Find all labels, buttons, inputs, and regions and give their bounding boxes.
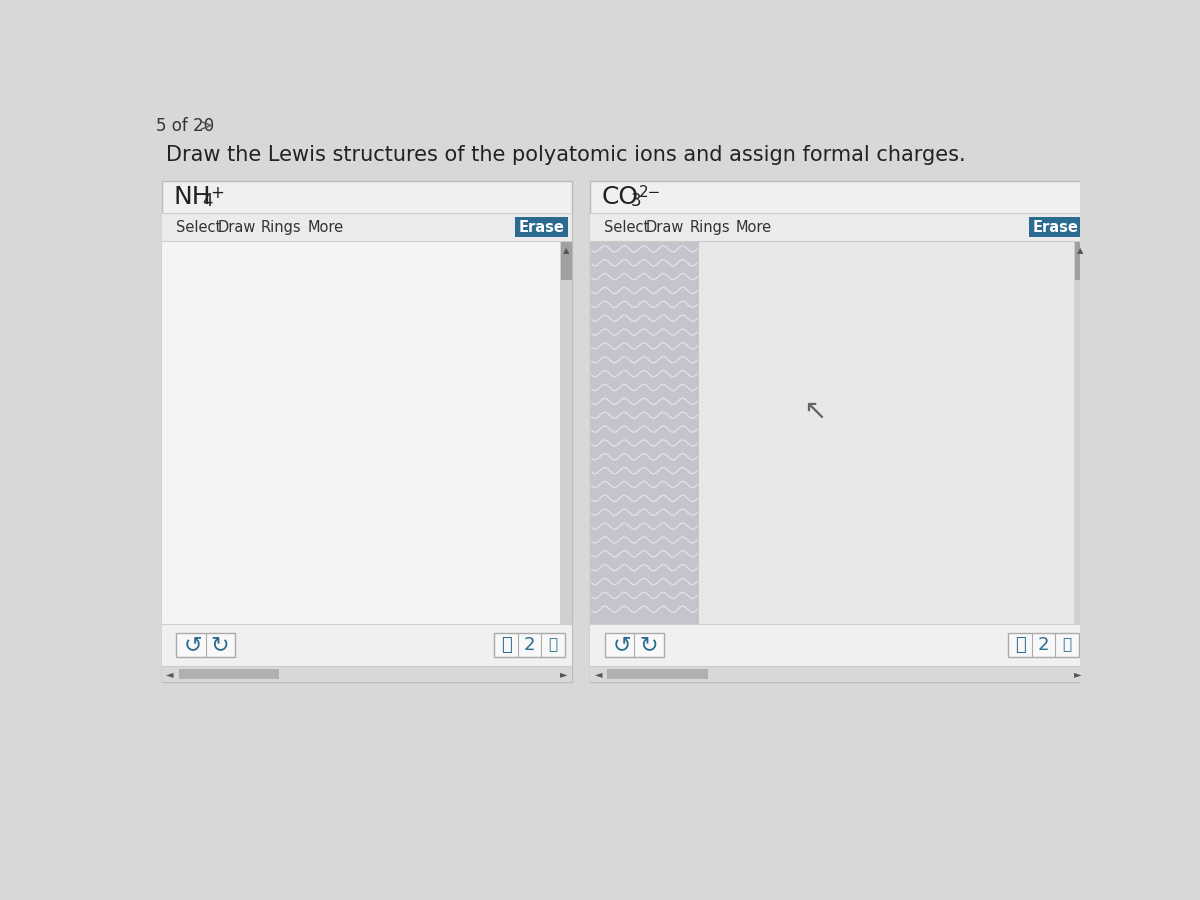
FancyBboxPatch shape	[590, 666, 1086, 681]
FancyBboxPatch shape	[1074, 242, 1086, 281]
FancyBboxPatch shape	[590, 213, 1086, 241]
Text: More: More	[736, 220, 772, 235]
Text: Rings: Rings	[689, 220, 730, 235]
Text: Rings: Rings	[260, 220, 301, 235]
Text: ◄: ◄	[167, 669, 174, 679]
Text: ►: ►	[1074, 669, 1081, 679]
Text: Erase: Erase	[1032, 220, 1078, 235]
FancyBboxPatch shape	[515, 217, 568, 238]
FancyBboxPatch shape	[162, 666, 572, 681]
Text: CO: CO	[602, 185, 638, 210]
FancyBboxPatch shape	[162, 624, 572, 666]
FancyBboxPatch shape	[179, 669, 280, 680]
FancyBboxPatch shape	[162, 241, 560, 624]
Text: Erase: Erase	[518, 220, 564, 235]
Text: ↺: ↺	[184, 635, 203, 655]
Text: Select: Select	[604, 220, 649, 235]
Text: +: +	[210, 184, 224, 202]
FancyBboxPatch shape	[607, 669, 708, 680]
Text: 5 of 20: 5 of 20	[156, 117, 215, 135]
FancyBboxPatch shape	[560, 241, 572, 624]
Text: 3: 3	[630, 193, 641, 211]
Text: 2: 2	[1038, 636, 1049, 654]
FancyBboxPatch shape	[162, 213, 572, 241]
Text: 🔍: 🔍	[1062, 637, 1072, 652]
Text: 🔍: 🔍	[502, 636, 512, 654]
Text: ►: ►	[560, 669, 568, 679]
FancyBboxPatch shape	[176, 633, 235, 657]
Text: 4: 4	[202, 193, 212, 211]
Text: ↖: ↖	[803, 397, 827, 425]
FancyBboxPatch shape	[560, 242, 571, 281]
Text: 🔍: 🔍	[548, 637, 558, 652]
Text: NH: NH	[173, 185, 211, 210]
Text: ▲: ▲	[1076, 246, 1084, 255]
FancyBboxPatch shape	[494, 633, 565, 657]
Text: 🔍: 🔍	[1015, 636, 1026, 654]
Text: >: >	[198, 117, 212, 135]
Text: Draw: Draw	[646, 220, 684, 235]
FancyBboxPatch shape	[1008, 633, 1079, 657]
FancyBboxPatch shape	[590, 241, 698, 624]
Text: Draw: Draw	[217, 220, 256, 235]
FancyBboxPatch shape	[1074, 241, 1086, 624]
FancyBboxPatch shape	[590, 624, 1086, 666]
Text: ▲: ▲	[563, 246, 570, 255]
FancyBboxPatch shape	[698, 241, 1074, 624]
Text: 2−: 2−	[640, 185, 661, 200]
Text: ◄: ◄	[595, 669, 602, 679]
Text: 2: 2	[524, 636, 535, 654]
FancyBboxPatch shape	[1028, 217, 1081, 238]
Text: ↺: ↺	[612, 635, 631, 655]
Text: ↻: ↻	[640, 635, 658, 655]
Text: More: More	[307, 220, 343, 235]
Text: ↻: ↻	[211, 635, 229, 655]
Text: Draw the Lewis structures of the polyatomic ions and assign formal charges.: Draw the Lewis structures of the polyato…	[166, 145, 965, 165]
FancyBboxPatch shape	[605, 633, 664, 657]
FancyBboxPatch shape	[590, 181, 1086, 681]
Text: Select: Select	[175, 220, 221, 235]
FancyBboxPatch shape	[162, 181, 572, 681]
